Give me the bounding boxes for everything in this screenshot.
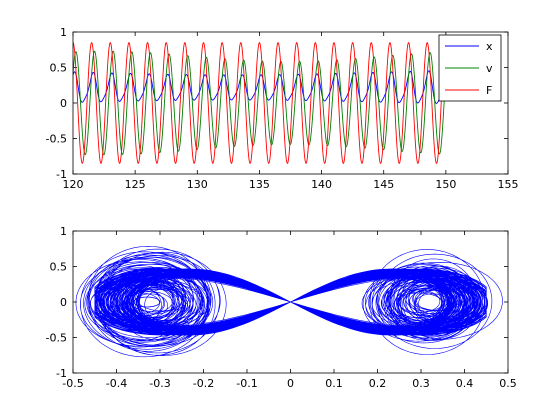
x-tick-label: 0.3 bbox=[412, 377, 430, 390]
x-tick-label: 0.5 bbox=[499, 377, 517, 390]
x-tick-label: -0.2 bbox=[193, 377, 214, 390]
legend: xvF bbox=[438, 34, 502, 102]
x-tick-label: 155 bbox=[498, 178, 519, 191]
y-tick-label: 0.5 bbox=[50, 261, 68, 274]
y-tick-label: -1 bbox=[56, 168, 67, 181]
x-tick-label: 0.1 bbox=[325, 377, 343, 390]
series-line-F bbox=[73, 42, 447, 164]
axes-frame bbox=[72, 230, 509, 374]
x-tick-label: 150 bbox=[435, 178, 456, 191]
x-tick-label: -0.1 bbox=[236, 377, 257, 390]
x-tick-label: 140 bbox=[311, 178, 332, 191]
inner-orbit bbox=[403, 287, 457, 317]
series-line-v bbox=[73, 50, 447, 156]
y-tick-label: 0 bbox=[60, 97, 67, 110]
phase-trajectory bbox=[75, 245, 503, 358]
bottom-phase-portrait-axes: -0.5 -0.4 -0.3 -0.2 -0.1 0 0.1 0.2 0.3 0.4 0.5-1-0… bbox=[46, 225, 517, 390]
legend-label-x: x bbox=[486, 40, 493, 53]
x-tick-label: 120 bbox=[63, 178, 84, 191]
axes-frame bbox=[72, 31, 509, 175]
inner-orbit bbox=[129, 288, 183, 313]
y-tick-label: 1 bbox=[60, 225, 67, 238]
top-time-series-axes: 120 125 130 135 140 145 150 155 -1 -0.5 0 0.5 1 xvF bbox=[46, 26, 519, 191]
y-tick-label: -0.5 bbox=[46, 332, 67, 345]
x-tick-label: 125 bbox=[125, 178, 146, 191]
x-tick-label: 130 bbox=[187, 178, 208, 191]
y-tick-label: 0 bbox=[60, 296, 67, 309]
x-tick-label: 0.4 bbox=[456, 377, 474, 390]
legend-label-F: F bbox=[486, 84, 492, 97]
inner-orbit bbox=[133, 296, 161, 308]
x-tick-label: -0.3 bbox=[149, 377, 170, 390]
y-tick-label: -1 bbox=[56, 367, 67, 380]
x-tick-label: -0.5 bbox=[62, 377, 83, 390]
x-tick-label: 145 bbox=[373, 178, 394, 191]
x-tick-label: 135 bbox=[249, 178, 270, 191]
y-tick-label: 0.5 bbox=[50, 62, 68, 75]
x-tick-label: -0.4 bbox=[106, 377, 127, 390]
x-tick-label: 0 bbox=[287, 377, 294, 390]
y-tick-label: -0.5 bbox=[46, 133, 67, 146]
y-tick-label: 1 bbox=[60, 26, 67, 39]
x-tick-label: 0.2 bbox=[369, 377, 387, 390]
legend-label-v: v bbox=[486, 62, 493, 75]
